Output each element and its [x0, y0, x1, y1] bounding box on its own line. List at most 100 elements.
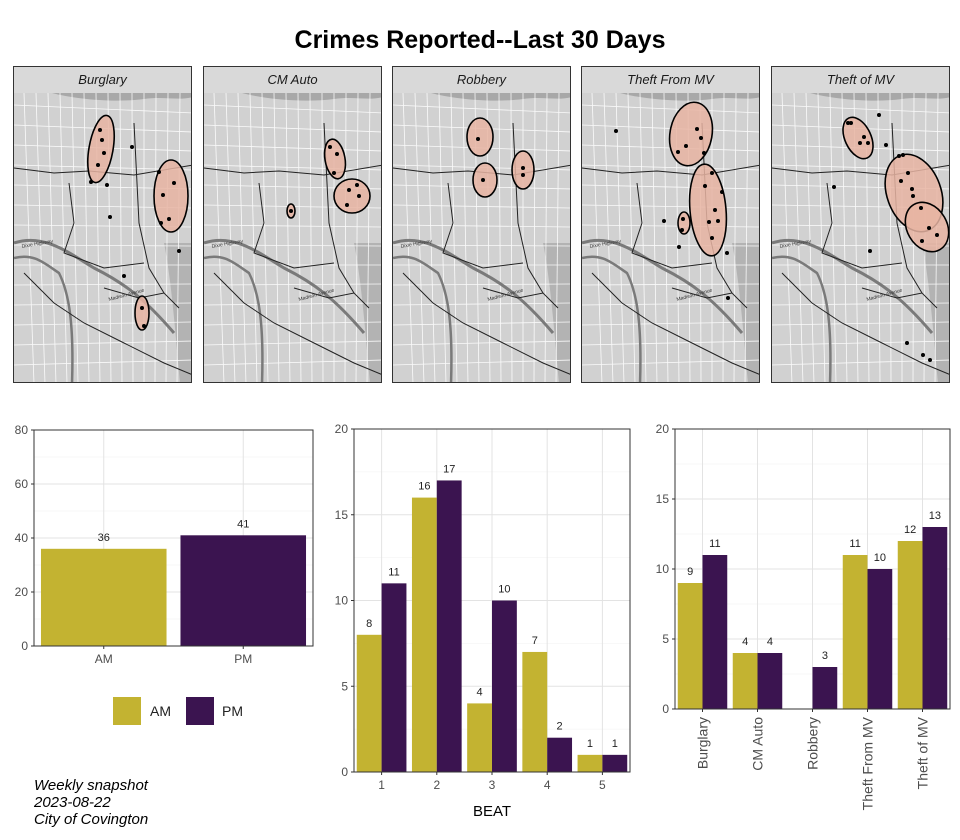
- y-tick-label: 0: [341, 765, 348, 779]
- street-line: [393, 359, 570, 366]
- street-line: [297, 93, 302, 382]
- crime-point: [897, 154, 901, 158]
- bar-value-label: 11: [849, 538, 860, 550]
- crime-point: [928, 358, 932, 362]
- crime-point: [906, 171, 910, 175]
- x-tick-label: Theft of MV: [915, 716, 931, 789]
- crime-point: [832, 185, 836, 189]
- street-line: [582, 302, 759, 306]
- street-line: [309, 93, 313, 382]
- boundary: [213, 272, 381, 375]
- crime-point: [289, 209, 293, 213]
- crime-point: [102, 151, 106, 155]
- crime-point: [98, 128, 102, 132]
- hotspot-ellipse: [323, 138, 347, 180]
- map-panel-robbery: Robbery Madison Avenue Dixie Highway: [392, 66, 571, 383]
- crime-point: [901, 153, 905, 157]
- crime-point: [935, 233, 939, 237]
- street-line: [213, 93, 225, 382]
- boundary: [402, 272, 570, 375]
- street-line: [321, 93, 324, 382]
- boundary: [103, 287, 180, 309]
- bar-value-label: 10: [498, 584, 510, 596]
- street-line: [14, 104, 191, 114]
- bar-value-label: 4: [742, 636, 748, 648]
- bar-value-label: 4: [767, 636, 773, 648]
- bar: [757, 653, 783, 709]
- bar: [677, 583, 703, 709]
- crime-point: [911, 194, 915, 198]
- street-line: [510, 93, 513, 382]
- bar: [467, 703, 492, 772]
- crime-point: [347, 188, 351, 192]
- street-label: Dixie Highway: [21, 238, 54, 249]
- map-panel-cm-auto: CM Auto Madison Avenue Dixie Highway: [203, 66, 382, 383]
- street-line: [772, 359, 949, 366]
- x-tick-label: 2: [433, 778, 440, 792]
- hotspot-ellipse: [688, 163, 728, 257]
- y-tick-label: 60: [15, 477, 29, 491]
- crime-point: [919, 206, 923, 210]
- neighborhood-boundaries: [204, 122, 381, 375]
- hotspot-ellipse: [466, 117, 494, 157]
- street-line: [14, 302, 191, 306]
- street-line: [772, 302, 949, 306]
- street-line: [817, 93, 826, 382]
- crime-point: [899, 179, 903, 183]
- boundary: [23, 272, 191, 375]
- crime-point: [710, 236, 714, 240]
- panel-strip-label: Burglary: [14, 67, 191, 94]
- street-line: [582, 184, 759, 190]
- crime-point: [345, 203, 349, 207]
- crime-point: [172, 181, 176, 185]
- crime-point: [716, 219, 720, 223]
- crime-point: [905, 341, 909, 345]
- crime-point: [159, 221, 163, 225]
- street-line: [544, 93, 548, 382]
- crime-point: [332, 171, 336, 175]
- street-line: [438, 93, 447, 382]
- y-tick-label: 20: [335, 422, 349, 436]
- street-line: [285, 93, 291, 382]
- highway: [204, 255, 264, 382]
- bar-value-label: 12: [904, 524, 916, 536]
- panel-strip-label: Theft of MV: [772, 67, 949, 94]
- street-line: [533, 93, 536, 382]
- street-line: [204, 224, 381, 228]
- bar-value-label: 1: [612, 738, 618, 750]
- street-line: [204, 340, 381, 346]
- crime-point: [726, 296, 730, 300]
- crime-point: [849, 121, 853, 125]
- bar-value-label: 7: [532, 635, 538, 647]
- boundary: [323, 122, 355, 294]
- boundary: [861, 287, 938, 309]
- crime-point: [122, 274, 126, 278]
- y-tick-label: 20: [15, 585, 29, 599]
- crime-point: [703, 184, 707, 188]
- crime-point: [335, 152, 339, 156]
- bar-value-label: 8: [366, 618, 372, 630]
- street-line: [772, 104, 949, 114]
- boundary: [671, 287, 748, 309]
- crime-point: [695, 127, 699, 131]
- am-pm-bar-chart: 36 41 0 20 40 60 80 AM PM: [15, 423, 314, 666]
- crime-point: [846, 121, 850, 125]
- street-line: [639, 93, 647, 382]
- street-line: [154, 93, 157, 382]
- x-tick-label: CM Auto: [750, 717, 766, 771]
- boundary: [582, 164, 759, 176]
- crime-point: [677, 245, 681, 249]
- street-line: [591, 93, 603, 382]
- bar: [867, 569, 893, 709]
- highway: [772, 238, 934, 334]
- caption: Weekly snapshot 2023-08-22 City of Covin…: [34, 777, 148, 828]
- crime-point: [614, 129, 618, 133]
- hotspot-ellipse: [842, 116, 874, 160]
- panel-strip-label: CM Auto: [204, 67, 381, 94]
- street-line: [14, 283, 191, 286]
- street-line: [249, 93, 258, 382]
- bar: [180, 535, 307, 646]
- bar-value-label: 4: [477, 686, 483, 698]
- street-line: [261, 93, 269, 382]
